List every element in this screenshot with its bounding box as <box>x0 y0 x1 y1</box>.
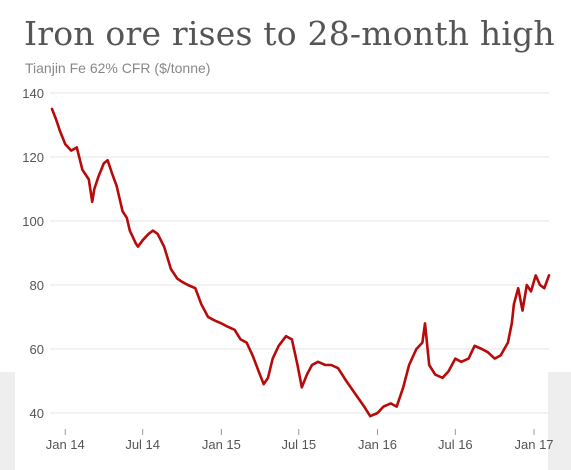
series-line-0 <box>50 107 551 418</box>
chart-card <box>15 0 548 470</box>
x-axis-ticks: Jan 14 Jul 14 Jan 15 Jul 15 Jan 16 Jul 16 Jan … <box>46 429 554 452</box>
x-tick-label: Jul 14 <box>125 437 160 452</box>
x-tick-label: Jan 16 <box>358 437 397 452</box>
gridlines <box>50 92 549 414</box>
y-tick-label: 140 <box>22 86 44 101</box>
y-tick-label: 40 <box>30 406 44 421</box>
y-tick-label: 60 <box>30 342 44 357</box>
x-tick-label: Jan 15 <box>202 437 241 452</box>
x-tick-label: Jan 14 <box>46 437 85 452</box>
x-tick-label: Jul 16 <box>438 437 473 452</box>
y-tick-label: 120 <box>22 150 44 165</box>
series-group <box>50 107 551 418</box>
y-tick-label: 100 <box>22 214 44 229</box>
y-tick-label: 80 <box>30 278 44 293</box>
chart-subtitle: Tianjin Fe 62% CFR ($/tonne) <box>25 60 211 76</box>
chart-title: Iron ore rises to 28-month high <box>24 14 555 53</box>
y-axis-ticks: 40 60 80 100 120 140 <box>22 86 44 421</box>
x-tick-label: Jul 15 <box>281 437 316 452</box>
x-tick-label: Jan 17 <box>515 437 554 452</box>
